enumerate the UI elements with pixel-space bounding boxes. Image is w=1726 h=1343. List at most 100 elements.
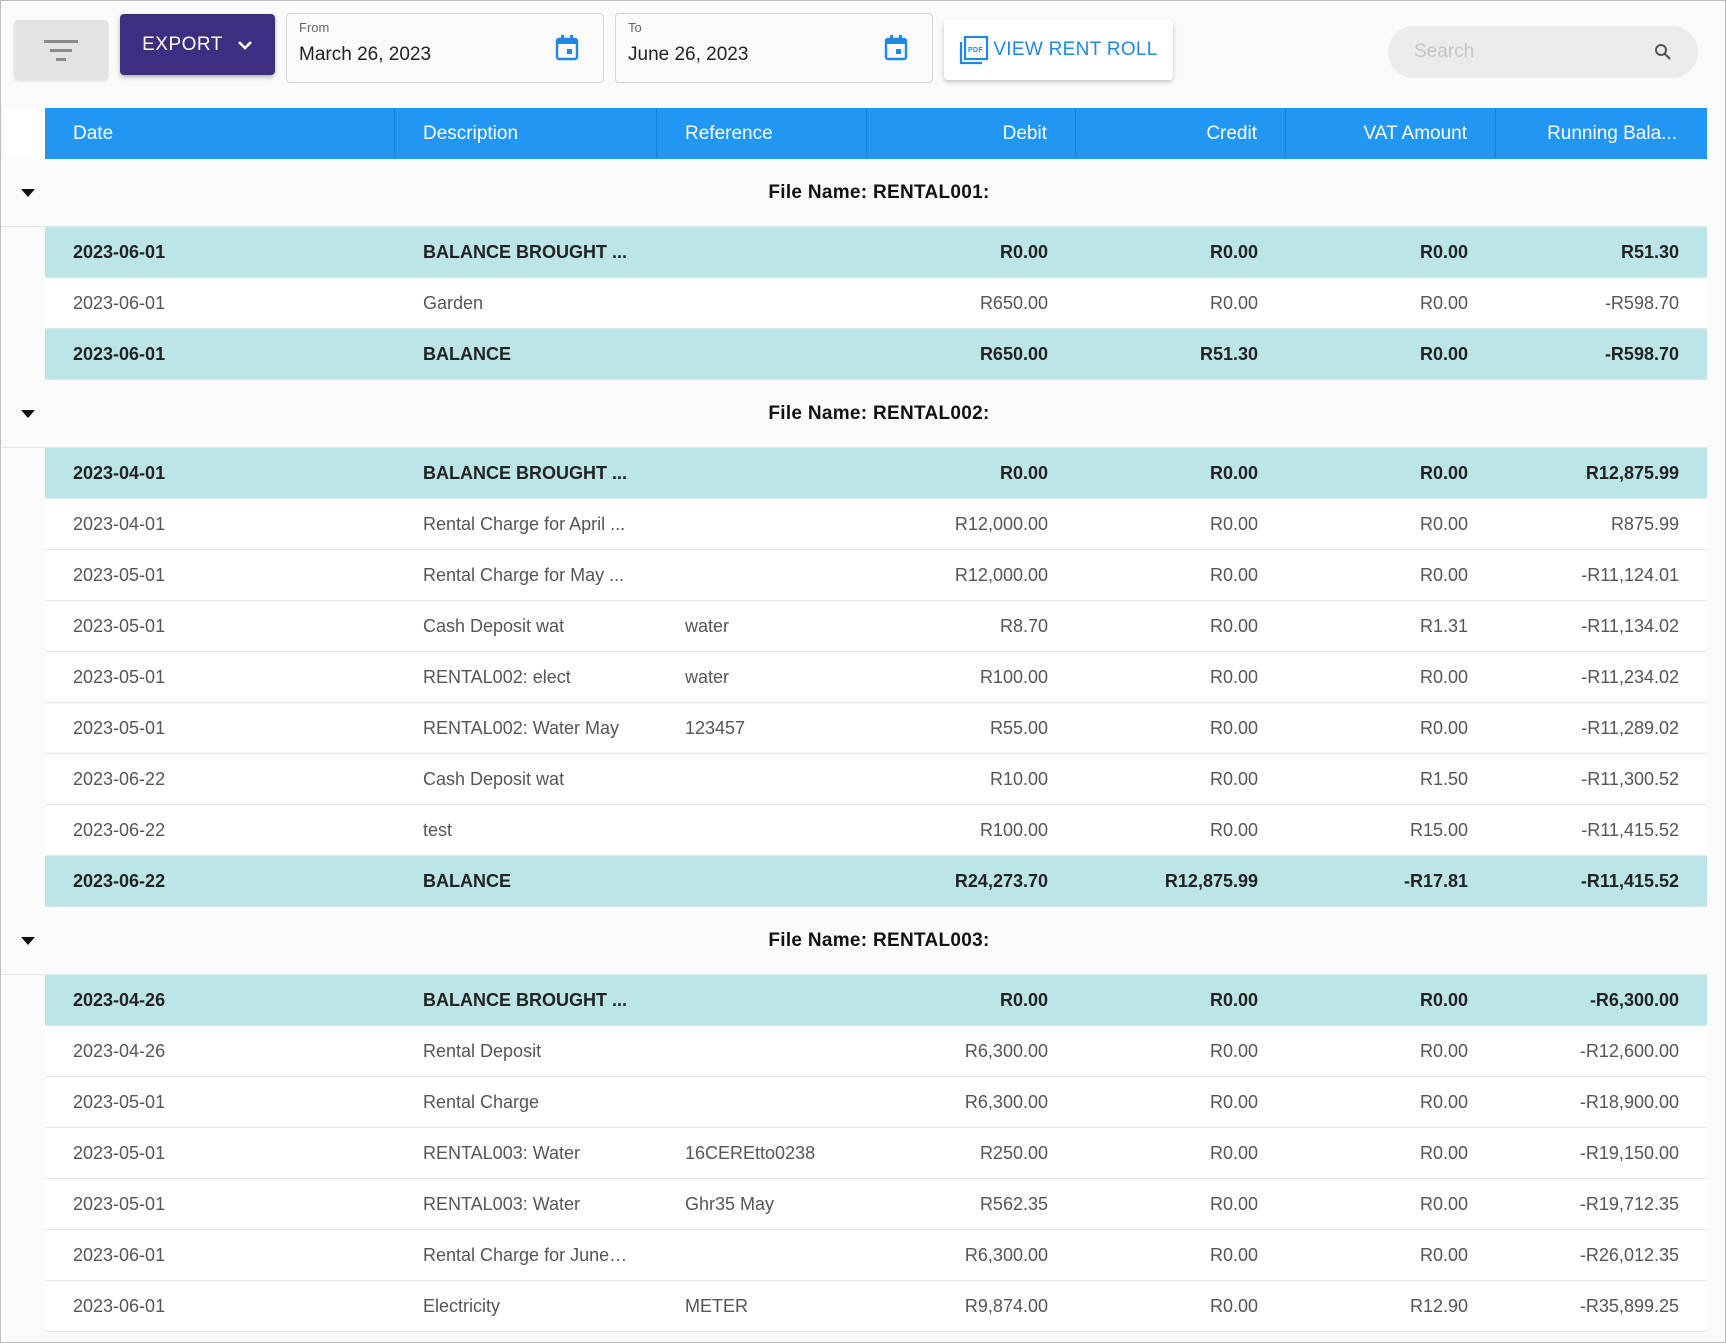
description-cell: test bbox=[423, 819, 453, 840]
reference-cell: water bbox=[685, 615, 730, 636]
summary-row[interactable]: 2023-06-01 BALANCE R650.00 R51.30 R0.00 -R598… bbox=[45, 329, 1707, 380]
description-cell: RENTAL003: Water bbox=[423, 1193, 581, 1214]
search-icon[interactable] bbox=[1654, 43, 1672, 61]
group-header: File Name: RENTAL001: bbox=[1, 159, 1707, 227]
export-button[interactable]: EXPORT bbox=[120, 14, 275, 75]
table-row[interactable]: 2023-05-01 RENTAL002: Water May 123457 R55.… bbox=[45, 703, 1707, 754]
running-balance-cell: -R6,300.00 bbox=[1589, 989, 1679, 1010]
from-date-field[interactable]: From March 26, 2023 bbox=[286, 13, 604, 83]
vat-cell: R0.00 bbox=[1419, 462, 1468, 483]
group-title: File Name: RENTAL002: bbox=[768, 402, 990, 424]
debit-cell: R250.00 bbox=[979, 1142, 1048, 1163]
table-row[interactable]: 2023-05-01 Cash Deposit wat water R8.70 R0.0… bbox=[45, 601, 1707, 652]
collapse-caret-icon[interactable] bbox=[21, 189, 35, 197]
filter-button[interactable] bbox=[14, 20, 108, 80]
credit-cell: R51.30 bbox=[1199, 343, 1258, 364]
running-balance-cell: -R35,899.25 bbox=[1579, 1295, 1679, 1316]
running-balance-cell: -R19,150.00 bbox=[1579, 1142, 1679, 1163]
table-row[interactable]: 2023-06-01 Electricity METER R9,874.00 R0.00… bbox=[45, 1281, 1707, 1332]
group-header: File Name: RENTAL003: bbox=[1, 907, 1707, 975]
collapse-caret-icon[interactable] bbox=[21, 410, 35, 418]
description-cell: BALANCE BROUGHT ... bbox=[423, 989, 627, 1010]
summary-row[interactable]: 2023-04-26 BALANCE BROUGHT ... R0.00 R0.00 R… bbox=[45, 975, 1707, 1026]
svg-text:PDF: PDF bbox=[968, 47, 983, 54]
description-cell: RENTAL003: Water bbox=[423, 1142, 581, 1163]
credit-cell: R0.00 bbox=[1209, 1040, 1258, 1061]
calendar-icon[interactable] bbox=[884, 35, 908, 61]
column-header-reference[interactable]: Reference bbox=[657, 108, 867, 159]
column-header-running-balance[interactable]: Running Bala... bbox=[1547, 122, 1677, 144]
credit-cell: R0.00 bbox=[1209, 615, 1258, 636]
date-cell: 2023-05-01 bbox=[73, 1142, 166, 1163]
vat-cell: R0.00 bbox=[1419, 1142, 1468, 1163]
running-balance-cell: R875.99 bbox=[1610, 513, 1679, 534]
table-row[interactable]: 2023-04-01 Rental Charge for April ... R12… bbox=[45, 499, 1707, 550]
credit-cell: R0.00 bbox=[1209, 1244, 1258, 1265]
vat-cell: R0.00 bbox=[1419, 1244, 1468, 1265]
table-row[interactable]: 2023-05-01 Rental Charge R6,300.00 R0.00 R0.… bbox=[45, 1077, 1707, 1128]
debit-cell: R6,300.00 bbox=[964, 1040, 1048, 1061]
table-row[interactable]: 2023-06-01 Rental Charge for June ... R6,3… bbox=[45, 1230, 1707, 1281]
column-header-debit[interactable]: Debit bbox=[867, 108, 1076, 159]
running-balance-cell: -R12,600.00 bbox=[1579, 1040, 1679, 1061]
running-balance-cell: -R11,234.02 bbox=[1581, 666, 1679, 687]
column-header-vat-amount[interactable]: VAT Amount bbox=[1286, 108, 1496, 159]
credit-cell: R0.00 bbox=[1209, 564, 1258, 585]
column-header-date[interactable]: Date bbox=[45, 108, 395, 159]
credit-cell: R0.00 bbox=[1209, 1091, 1258, 1112]
description-cell: Rental Charge for June ... bbox=[423, 1244, 630, 1265]
group-title: File Name: RENTAL003: bbox=[768, 929, 990, 951]
debit-cell: R9,874.00 bbox=[964, 1295, 1048, 1316]
description-cell: Garden bbox=[423, 292, 484, 313]
vat-cell: R0.00 bbox=[1419, 292, 1468, 313]
vat-cell: R0.00 bbox=[1419, 989, 1468, 1010]
table-row[interactable]: 2023-06-22 test R100.00 R0.00 R15.00 -R11,415… bbox=[45, 805, 1707, 856]
description-cell: BALANCE BROUGHT ... bbox=[423, 241, 627, 262]
table-row[interactable]: 2023-04-26 Rental Deposit R6,300.00 R0.00 R0… bbox=[45, 1026, 1707, 1077]
to-date-label: To bbox=[628, 20, 642, 35]
debit-cell: R6,300.00 bbox=[964, 1244, 1048, 1265]
date-cell: 2023-06-01 bbox=[73, 241, 166, 262]
search-input[interactable] bbox=[1414, 39, 1644, 65]
date-cell: 2023-06-01 bbox=[73, 292, 166, 313]
debit-cell: R10.00 bbox=[989, 768, 1048, 789]
description-cell: Electricity bbox=[423, 1295, 501, 1316]
view-rent-roll-label: VIEW RENT ROLL bbox=[993, 39, 1158, 60]
running-balance-cell: -R26,012.35 bbox=[1579, 1244, 1679, 1265]
table-row[interactable]: 2023-05-01 RENTAL003: Water Ghr35 May R562.… bbox=[45, 1179, 1707, 1230]
description-cell: Cash Deposit wat bbox=[423, 615, 565, 636]
table-row[interactable]: 2023-05-01 RENTAL003: Water 16CEREtto0238 R… bbox=[45, 1128, 1707, 1179]
date-cell: 2023-04-01 bbox=[73, 462, 166, 483]
date-cell: 2023-06-22 bbox=[73, 870, 166, 891]
view-rent-roll-button[interactable]: PDF VIEW RENT ROLL bbox=[944, 20, 1173, 80]
running-balance-cell: -R19,712.35 bbox=[1579, 1193, 1679, 1214]
debit-cell: R8.70 bbox=[999, 615, 1048, 636]
summary-row[interactable]: 2023-06-22 BALANCE R24,273.70 R12,875.99 -R1… bbox=[45, 856, 1707, 907]
column-header-credit[interactable]: Credit bbox=[1076, 108, 1286, 159]
running-balance-cell: -R11,415.52 bbox=[1581, 819, 1679, 840]
debit-cell: R0.00 bbox=[999, 241, 1048, 262]
date-cell: 2023-05-01 bbox=[73, 1193, 166, 1214]
table-row[interactable]: 2023-06-22 Cash Deposit wat R10.00 R0.00 R1.… bbox=[45, 754, 1707, 805]
date-cell: 2023-05-01 bbox=[73, 615, 166, 636]
description-cell: Cash Deposit wat bbox=[423, 768, 565, 789]
running-balance-cell: -R11,415.52 bbox=[1580, 870, 1679, 891]
debit-cell: R0.00 bbox=[999, 462, 1048, 483]
debit-cell: R100.00 bbox=[979, 666, 1048, 687]
collapse-caret-icon[interactable] bbox=[21, 937, 35, 945]
table-row[interactable]: 2023-05-01 RENTAL002: elect water R100.00 R0… bbox=[45, 652, 1707, 703]
to-date-field[interactable]: To June 26, 2023 bbox=[615, 13, 933, 83]
debit-cell: R562.35 bbox=[979, 1193, 1048, 1214]
vat-cell: R12.90 bbox=[1409, 1295, 1468, 1316]
credit-cell: R0.00 bbox=[1209, 462, 1258, 483]
table-row[interactable]: 2023-06-01 Garden R650.00 R0.00 R0.00 -R598.7… bbox=[45, 278, 1707, 329]
debit-cell: R24,273.70 bbox=[954, 870, 1048, 891]
table-row[interactable]: 2023-05-01 Rental Charge for May ... R12,0… bbox=[45, 550, 1707, 601]
calendar-icon[interactable] bbox=[555, 35, 579, 61]
description-cell: Rental Charge for April ... bbox=[423, 513, 626, 534]
running-balance-cell: -R18,900.00 bbox=[1579, 1091, 1679, 1112]
column-header-description[interactable]: Description bbox=[395, 108, 657, 159]
summary-row[interactable]: 2023-06-01 BALANCE BROUGHT ... R0.00 R0.00 R… bbox=[45, 227, 1707, 278]
summary-row[interactable]: 2023-04-01 BALANCE BROUGHT ... R0.00 R0.00 R… bbox=[45, 448, 1707, 499]
